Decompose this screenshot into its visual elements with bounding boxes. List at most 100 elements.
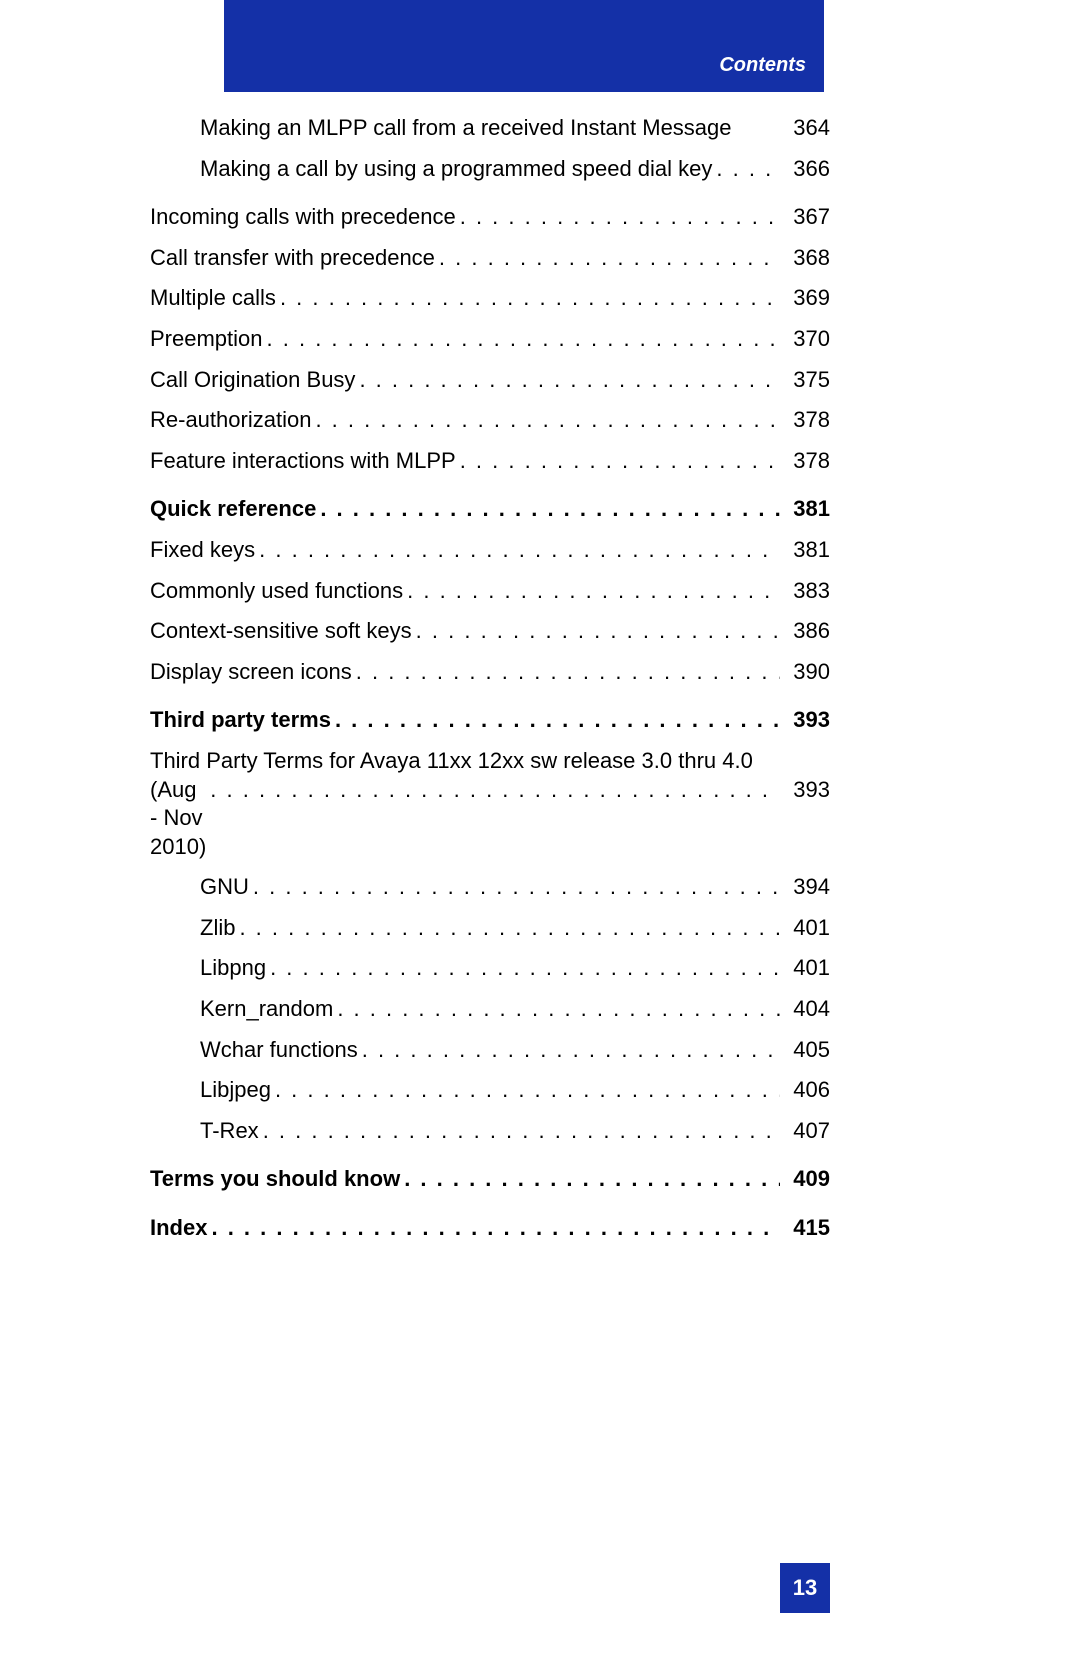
toc-row: Quick reference. . . . . . . . . . . . .…: [150, 495, 830, 524]
toc-leader: . . . . . . . . . . . . . . . . . . . . …: [333, 995, 780, 1024]
toc-label: Third party terms: [150, 706, 331, 735]
toc-label: Fixed keys: [150, 536, 255, 565]
toc-row: Feature interactions with MLPP. . . . . …: [150, 447, 830, 476]
toc-leader: . . . . . . . . . . . . . . . . . . . . …: [266, 954, 780, 983]
toc-label-cont: (Aug - Nov 2010): [150, 776, 206, 862]
toc-row: Index. . . . . . . . . . . . . . . . . .…: [150, 1214, 830, 1243]
toc-label: Quick reference: [150, 495, 316, 524]
toc-label: Context-sensitive soft keys: [150, 617, 412, 646]
toc-page: 407: [780, 1117, 830, 1146]
toc-leader: . . . . . . . . . . . . . . . . . . . . …: [235, 914, 780, 943]
toc-page: 378: [780, 447, 830, 476]
toc-leader: . . . . . . . . . . . . . . . . . . . . …: [352, 658, 780, 687]
toc-label: GNU: [200, 873, 249, 902]
toc-label: Display screen icons: [150, 658, 352, 687]
toc-page: 401: [780, 954, 830, 983]
toc-leader: . . . . . . . . . . . . . . . . . . . . …: [712, 155, 780, 184]
toc-leader: . . . . . . . . . . . . . . . . . . . . …: [263, 325, 780, 354]
toc-row: T-Rex. . . . . . . . . . . . . . . . . .…: [150, 1117, 830, 1146]
toc-row: Re-authorization. . . . . . . . . . . . …: [150, 406, 830, 435]
toc-label: Preemption: [150, 325, 263, 354]
toc-page: 381: [780, 495, 830, 524]
toc-page: 375: [780, 366, 830, 395]
toc-leader: . . . . . . . . . . . . . . . . . . . . …: [255, 536, 780, 565]
toc-row: Third party terms. . . . . . . . . . . .…: [150, 706, 830, 735]
page-number-box: 13: [780, 1563, 830, 1613]
toc-page: 369: [780, 284, 830, 313]
toc-row: Preemption. . . . . . . . . . . . . . . …: [150, 325, 830, 354]
toc-leader: . . . . . . . . . . . . . . . . . . . . …: [412, 617, 780, 646]
toc-label: Zlib: [200, 914, 235, 943]
toc-page: 404: [780, 995, 830, 1024]
toc-page: 393: [780, 706, 830, 735]
toc-leader: . . . . . . . . . . . . . . . . . . . . …: [206, 776, 780, 805]
toc-row: Libpng. . . . . . . . . . . . . . . . . …: [150, 954, 830, 983]
toc-label: Index: [150, 1214, 207, 1243]
toc-leader: . . . . . . . . . . . . . . . . . . . . …: [276, 284, 780, 313]
toc-leader: . . . . . . . . . . . . . . . . . . . . …: [355, 366, 780, 395]
toc-label: Kern_random: [200, 995, 333, 1024]
toc-page: 415: [780, 1214, 830, 1243]
toc-row: Making a call by using a programmed spee…: [150, 155, 830, 184]
toc-label: Making a call by using a programmed spee…: [200, 155, 712, 184]
toc-row: Terms you should know. . . . . . . . . .…: [150, 1165, 830, 1194]
header-bar: Contents: [224, 0, 824, 92]
toc-label: Call transfer with precedence: [150, 244, 435, 273]
toc-leader: . . . . . . . . . . . . . . . . . . . . …: [435, 244, 780, 273]
toc-label: Libjpeg: [200, 1076, 271, 1105]
toc-row: Incoming calls with precedence. . . . . …: [150, 203, 830, 232]
toc-leader: . . . . . . . . . . . . . . . . . . . . …: [456, 203, 780, 232]
toc-row: Multiple calls. . . . . . . . . . . . . …: [150, 284, 830, 313]
toc-leader: . . . . . . . . . . . . . . . . . . . . …: [259, 1117, 780, 1146]
toc-label: Making an MLPP call from a received Inst…: [200, 114, 732, 143]
toc-label: Third Party Terms for Avaya 11xx 12xx sw…: [150, 747, 830, 776]
toc-leader: . . . . . . . . . . . . . . . . . . . . …: [403, 577, 780, 606]
toc-container: Making an MLPP call from a received Inst…: [150, 114, 830, 1255]
toc-page: 383: [780, 577, 830, 606]
toc-row: Fixed keys. . . . . . . . . . . . . . . …: [150, 536, 830, 565]
toc-page: 390: [780, 658, 830, 687]
toc-leader: . . . . . . . . . . . . . . . . . . . . …: [311, 406, 780, 435]
toc-page: 366: [780, 155, 830, 184]
toc-label: Incoming calls with precedence: [150, 203, 456, 232]
toc-leader: . . . . . . . . . . . . . . . . . . . . …: [331, 706, 780, 735]
toc-label: Wchar functions: [200, 1036, 358, 1065]
toc-row: Wchar functions. . . . . . . . . . . . .…: [150, 1036, 830, 1065]
toc-page: 401: [780, 914, 830, 943]
toc-page: 393: [780, 776, 830, 805]
toc-leader: . . . . . . . . . . . . . . . . . . . . …: [207, 1214, 780, 1243]
toc-page: 405: [780, 1036, 830, 1065]
toc-label: Call Origination Busy: [150, 366, 355, 395]
toc-label: Feature interactions with MLPP: [150, 447, 456, 476]
toc-label: Terms you should know: [150, 1165, 400, 1194]
toc-leader: . . . . . . . . . . . . . . . . . . . . …: [249, 873, 780, 902]
toc-label: T-Rex: [200, 1117, 259, 1146]
toc-row: Context-sensitive soft keys. . . . . . .…: [150, 617, 830, 646]
toc-row: Call transfer with precedence. . . . . .…: [150, 244, 830, 273]
toc-page: 378: [780, 406, 830, 435]
header-title: Contents: [719, 54, 806, 77]
toc-row: Third Party Terms for Avaya 11xx 12xx sw…: [150, 747, 830, 861]
toc-page: 370: [780, 325, 830, 354]
toc-page: 368: [780, 244, 830, 273]
toc-leader: . . . . . . . . . . . . . . . . . . . . …: [358, 1036, 780, 1065]
toc-row: Libjpeg. . . . . . . . . . . . . . . . .…: [150, 1076, 830, 1105]
toc-row: Zlib. . . . . . . . . . . . . . . . . . …: [150, 914, 830, 943]
toc-row: Commonly used functions. . . . . . . . .…: [150, 577, 830, 606]
toc-leader: . . . . . . . . . . . . . . . . . . . . …: [456, 447, 780, 476]
toc-label: Re-authorization: [150, 406, 311, 435]
toc-row: Display screen icons. . . . . . . . . . …: [150, 658, 830, 687]
toc-row: Making an MLPP call from a received Inst…: [150, 114, 830, 143]
toc-row: Kern_random. . . . . . . . . . . . . . .…: [150, 995, 830, 1024]
toc-label: Commonly used functions: [150, 577, 403, 606]
toc-page: 364: [780, 114, 830, 143]
toc-label: Libpng: [200, 954, 266, 983]
toc-row: GNU. . . . . . . . . . . . . . . . . . .…: [150, 873, 830, 902]
toc-page: 394: [780, 873, 830, 902]
toc-page: 386: [780, 617, 830, 646]
toc-label: Multiple calls: [150, 284, 276, 313]
toc-leader: . . . . . . . . . . . . . . . . . . . . …: [400, 1165, 780, 1194]
page-number: 13: [793, 1575, 817, 1601]
toc-leader: . . . . . . . . . . . . . . . . . . . . …: [316, 495, 780, 524]
toc-page: 367: [780, 203, 830, 232]
